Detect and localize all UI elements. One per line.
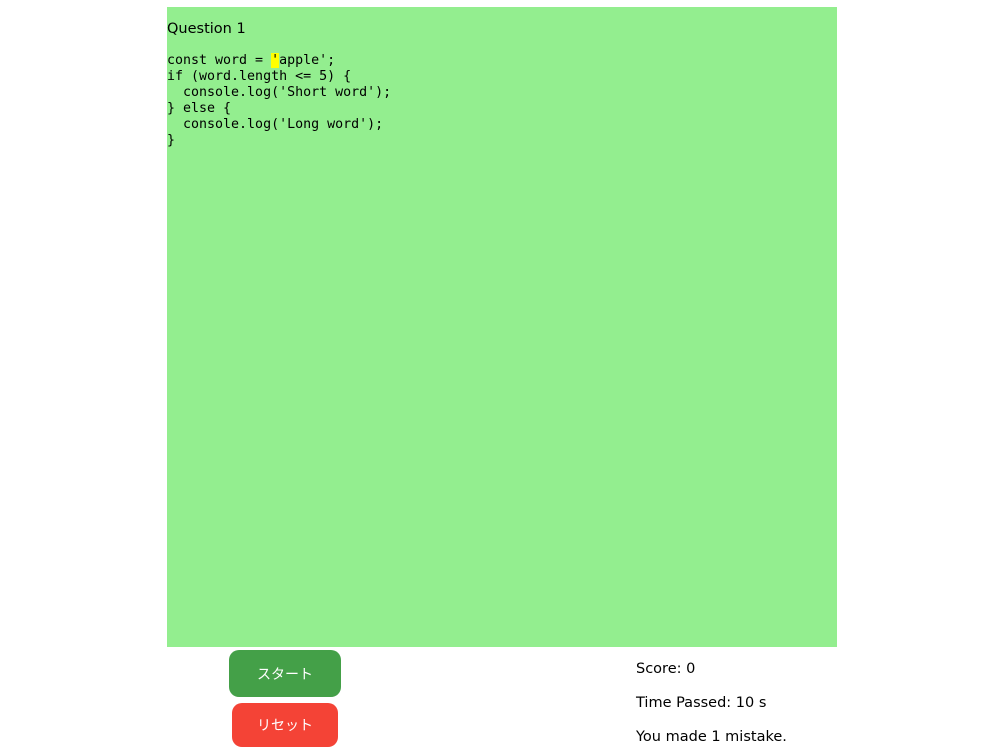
question-panel: Question 1 const word = 'apple'; if (wor… bbox=[167, 7, 837, 647]
code-typed: const word = bbox=[167, 53, 272, 68]
current-char-highlight: ' bbox=[271, 53, 280, 68]
code-block: const word = 'apple'; if (word.length <=… bbox=[167, 53, 391, 149]
time-passed-text: Time Passed: 10 s bbox=[636, 695, 767, 711]
code-remaining: apple'; bbox=[279, 53, 336, 68]
question-title: Question 1 bbox=[167, 21, 246, 37]
reset-button[interactable]: リセット bbox=[232, 703, 338, 747]
score-text: Score: 0 bbox=[636, 661, 696, 677]
mistakes-text: You made 1 mistake. bbox=[636, 729, 787, 745]
start-button[interactable]: スタート bbox=[229, 650, 341, 697]
code-rest: if (word.length <= 5) { console.log('Sho… bbox=[167, 69, 392, 148]
